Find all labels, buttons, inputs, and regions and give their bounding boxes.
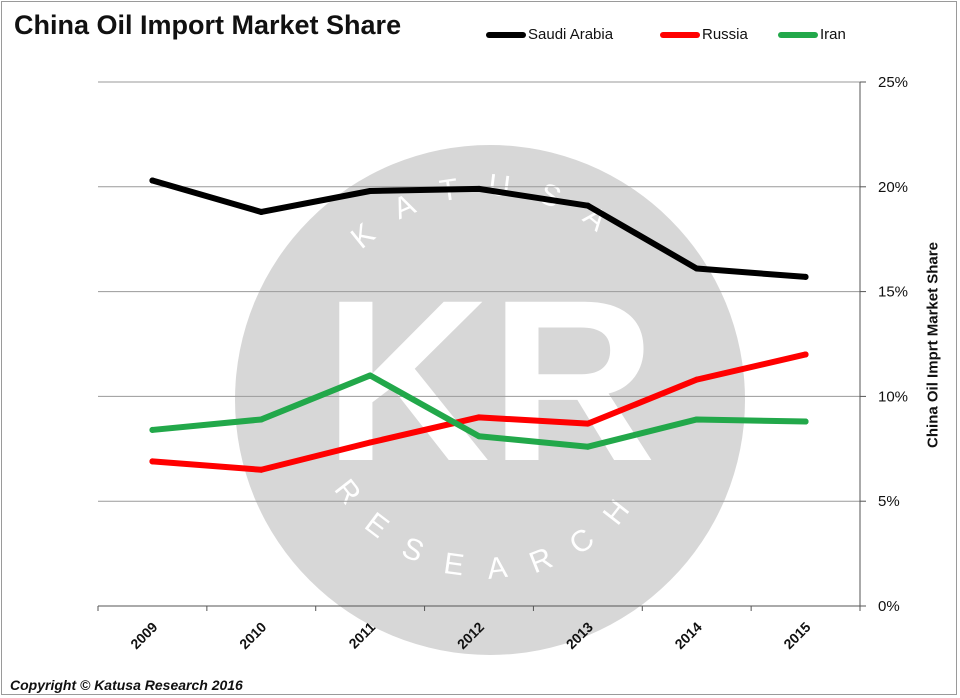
y-tick-label: 10% — [878, 388, 908, 405]
data-point-saudi-arabia — [367, 187, 374, 194]
legend-item-iran: Iran — [778, 26, 846, 43]
legend-label-russia: Russia — [702, 26, 748, 43]
legend-label-saudi-arabia: Saudi Arabia — [528, 26, 614, 43]
axes — [97, 82, 861, 611]
data-point-russia — [584, 420, 591, 427]
y-tick-label: 25% — [878, 74, 908, 91]
legend-swatch-russia — [660, 31, 700, 38]
y-tick-label: 20% — [878, 179, 908, 196]
data-point-russia — [476, 414, 482, 421]
data-point-saudi-arabia — [584, 202, 591, 209]
data-point-iran — [693, 416, 700, 423]
data-point-iran — [476, 433, 482, 440]
x-tick-label: 2010 — [236, 619, 269, 652]
y-tick-labels: 0% 5% 10% 15% 20% 25% — [878, 74, 908, 615]
katusa-research-watermark: KR KATUSA RESEARCH — [235, 145, 745, 655]
chart-title: China Oil Import Market Share — [14, 10, 402, 40]
legend-label-iran: Iran — [820, 26, 846, 43]
watermark-circle — [235, 145, 745, 655]
data-point-russia — [149, 458, 156, 465]
copyright-text: Copyright © Katusa Research 2016 — [10, 677, 243, 693]
x-tick-label: 2015 — [780, 619, 813, 652]
data-point-saudi-arabia — [149, 177, 156, 184]
y-axis-label: China Oil Imprt Market Share — [924, 242, 942, 448]
y-tick-label: 15% — [878, 284, 908, 301]
data-point-russia — [367, 439, 374, 446]
gridlines — [98, 81, 866, 607]
legend-swatch-saudi-arabia — [486, 31, 526, 38]
data-point-russia — [258, 466, 265, 473]
data-point-iran — [584, 443, 591, 450]
legend-item-russia: Russia — [660, 26, 748, 43]
data-point-russia — [693, 376, 700, 383]
data-point-saudi-arabia — [802, 273, 809, 280]
series-lines — [149, 177, 809, 473]
data-point-iran — [802, 418, 809, 425]
data-point-saudi-arabia — [258, 208, 265, 215]
x-tick-label: 2014 — [671, 619, 704, 652]
legend-item-saudi-arabia: Saudi Arabia — [486, 26, 613, 43]
data-point-iran — [367, 372, 374, 379]
y-tick-label: 0% — [878, 598, 900, 615]
data-point-russia — [802, 351, 809, 358]
data-point-saudi-arabia — [476, 185, 482, 192]
legend-swatch-iran — [778, 31, 818, 38]
y-tick-label: 5% — [878, 493, 900, 510]
data-point-iran — [258, 416, 265, 423]
data-point-iran — [149, 426, 156, 433]
x-tick-label: 2009 — [127, 619, 160, 652]
data-point-saudi-arabia — [693, 265, 700, 272]
